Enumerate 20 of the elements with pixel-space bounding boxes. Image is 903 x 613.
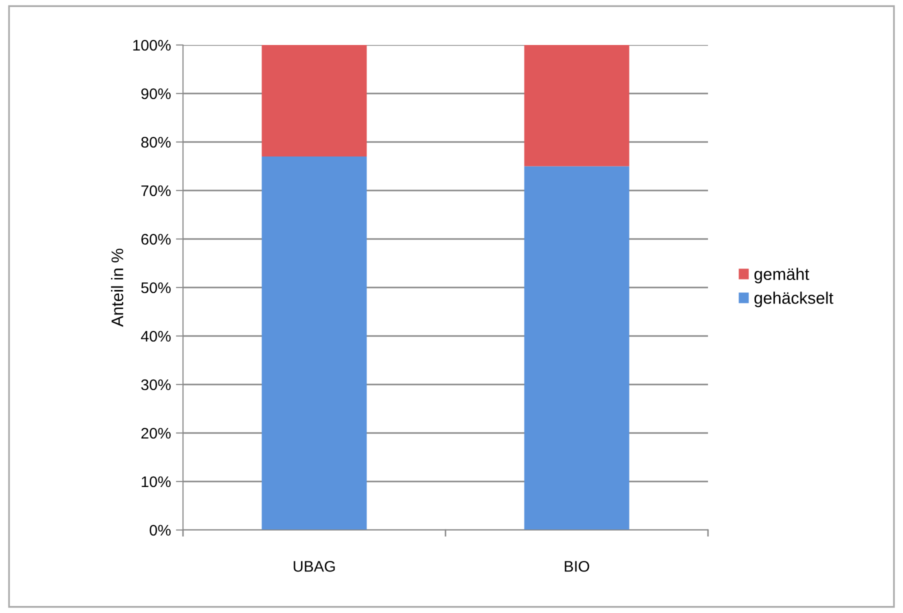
y-tick-label: 80% xyxy=(141,136,171,148)
y-tick-label: 60% xyxy=(141,234,171,245)
y-tick-label: 30% xyxy=(141,379,171,390)
bar xyxy=(262,45,367,157)
y-axis-title: Anteil in % xyxy=(111,248,124,327)
y-tick-label: 70% xyxy=(141,185,171,196)
y-tick-label: 10% xyxy=(142,476,171,488)
bar xyxy=(262,156,367,530)
x-tick-label: UBAG xyxy=(294,560,335,572)
y-tick-label: 100% xyxy=(133,40,171,51)
legend-label: gemäht xyxy=(754,268,810,284)
x-tick-label: BIO xyxy=(564,560,590,572)
bar xyxy=(524,45,630,166)
y-tick-label: 50% xyxy=(141,282,171,294)
y-tick-label: 20% xyxy=(141,428,171,439)
y-tick-label: 0% xyxy=(150,524,171,536)
bar xyxy=(524,166,630,530)
legend-label: gehäckselt xyxy=(754,292,834,308)
y-tick-label: 40% xyxy=(140,330,171,342)
y-tick-label: 90% xyxy=(141,88,171,100)
